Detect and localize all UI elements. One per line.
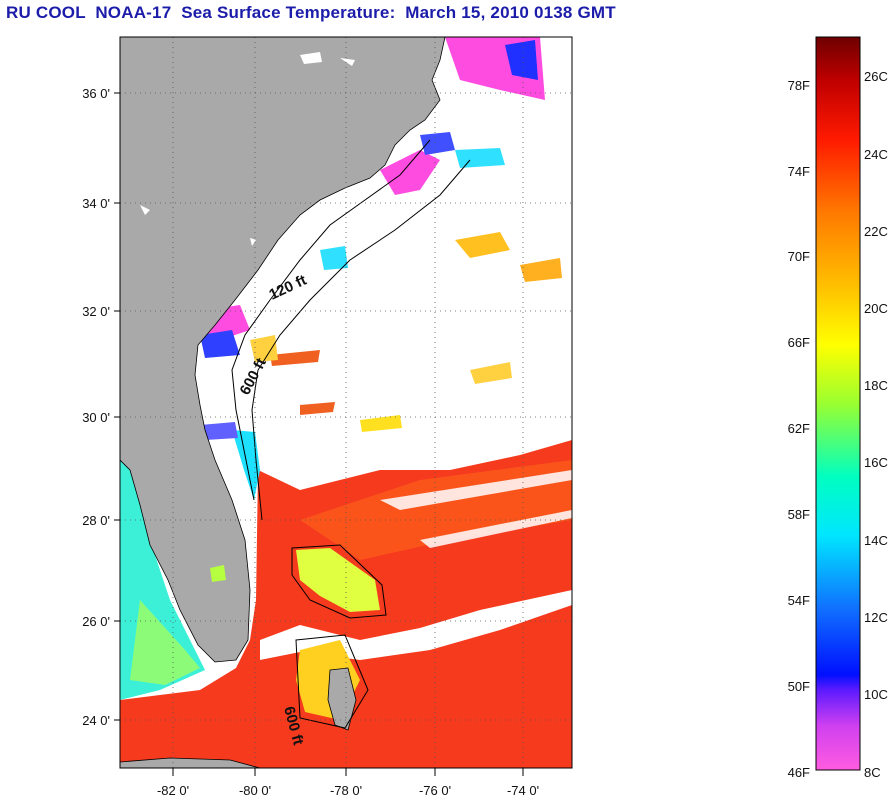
lon-label-82: -82 0' <box>157 783 189 798</box>
cbar-label-14c: 14C <box>864 533 888 548</box>
land-cuba <box>120 757 261 768</box>
lat-label-26: 26 0' <box>82 614 110 629</box>
cbar-label-12c: 12C <box>864 610 888 625</box>
lat-label-24: 24 0' <box>82 713 110 728</box>
bahamas-bank <box>296 548 380 612</box>
cbar-label-58f: 58F <box>788 507 810 522</box>
cbar-label-10c: 10C <box>864 687 888 702</box>
land-us-east-coast <box>120 37 446 663</box>
contour-bahamas <box>291 544 387 729</box>
cbar-label-24c: 24C <box>864 147 888 162</box>
lat-label-34: 34 0' <box>82 196 110 211</box>
colorbar-fahrenheit-labels: 78F 74F 70F 66F 62F 58F 54F 50F 46F <box>788 78 810 780</box>
cbar-label-54f: 54F <box>788 593 810 608</box>
cbar-label-70f: 70F <box>788 249 810 264</box>
cbar-label-20c: 20C <box>864 301 888 316</box>
cold-water-north <box>200 37 545 440</box>
colorbar-celsius-labels: 26C 24C 22C 20C 18C 16C 14C 12C 10C 8C <box>864 69 888 780</box>
inland-lakes <box>140 52 355 246</box>
cloud-streaks <box>380 470 572 548</box>
lat-label-36: 36 0' <box>82 86 110 101</box>
cbar-label-46f: 46F <box>788 765 810 780</box>
cbar-label-50f: 50F <box>788 679 810 694</box>
cbar-label-74f: 74F <box>788 164 810 179</box>
lon-label-78: -78 0' <box>330 783 362 798</box>
latitude-labels: 36 0' 34 0' 32 0' 30 0' 28 0' 26 0' 24 0… <box>82 86 110 728</box>
lat-label-30: 30 0' <box>82 410 110 425</box>
contour-120ft <box>231 139 431 501</box>
lat-label-32: 32 0' <box>82 304 110 319</box>
cbar-label-8c: 8C <box>864 765 881 780</box>
lon-label-76: -76 0' <box>419 783 451 798</box>
lat-label-28: 28 0' <box>82 513 110 528</box>
lake-okeechobee <box>210 565 226 582</box>
lon-label-80: -80 0' <box>239 783 271 798</box>
cbar-label-16c: 16C <box>864 455 888 470</box>
cbar-label-66f: 66F <box>788 335 810 350</box>
cool-shelf-east <box>232 430 260 500</box>
cbar-label-78f: 78F <box>788 78 810 93</box>
longitude-labels: -82 0' -80 0' -78 0' -76 0' -74 0' <box>157 783 539 798</box>
graticule <box>120 37 572 768</box>
cool-shelf-west-inner <box>130 600 200 685</box>
cbar-label-18c: 18C <box>864 378 888 393</box>
lon-label-74: -74 0' <box>507 783 539 798</box>
cbar-label-62f: 62F <box>788 421 810 436</box>
map-title: RU COOL NOAA-17 Sea Surface Temperature:… <box>6 3 616 22</box>
colorbar <box>815 36 861 771</box>
axis-ticks <box>114 92 524 776</box>
cbar-label-22c: 22C <box>864 224 888 239</box>
land-andros <box>327 667 357 731</box>
offshore-patches <box>208 232 562 582</box>
cbar-label-26c: 26C <box>864 69 888 84</box>
contour-600ft <box>251 159 471 521</box>
